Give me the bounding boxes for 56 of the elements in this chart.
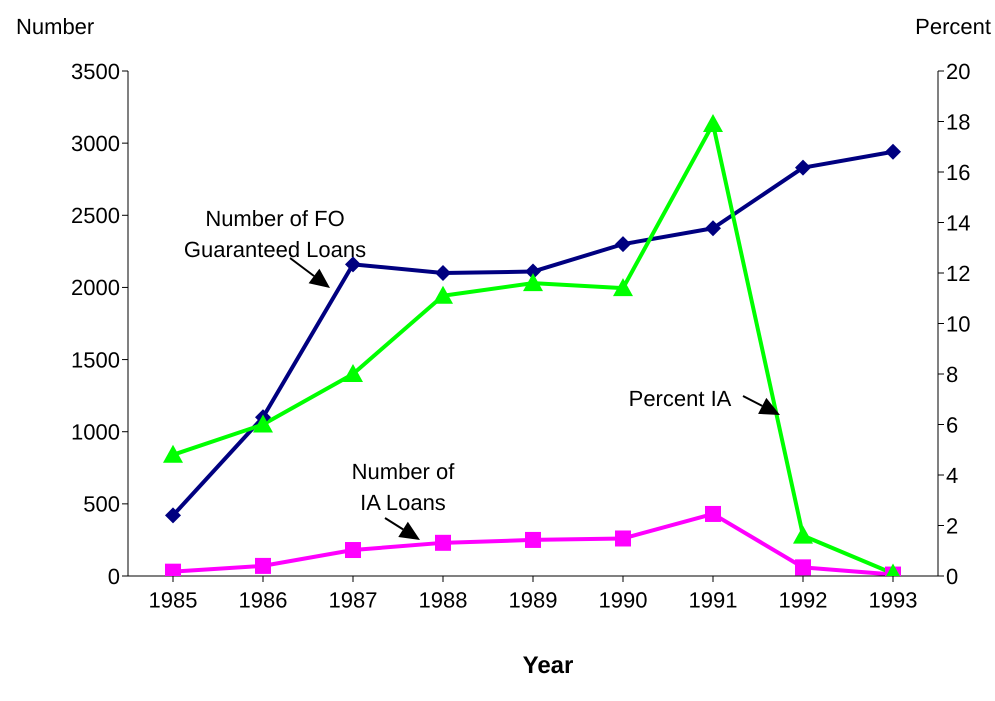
y2-tick-label: 2 xyxy=(946,513,958,538)
y2-axis-title: Percent xyxy=(915,14,991,40)
point xyxy=(345,542,361,558)
y-tick-label: 500 xyxy=(83,492,120,517)
y2-tick-label: 12 xyxy=(946,260,970,286)
point xyxy=(163,444,183,463)
x-tick-label: 1987 xyxy=(328,588,378,613)
y2-tick-label: 18 xyxy=(946,109,970,134)
x-tick-label: 1985 xyxy=(148,588,198,613)
point xyxy=(343,364,363,382)
y2-tick-label: 0 xyxy=(946,564,958,589)
y2-tick-label: 14 xyxy=(946,210,970,236)
series-label: Number of IA Loans xyxy=(350,458,456,517)
y-tick-label: 3000 xyxy=(71,130,120,156)
point xyxy=(433,286,453,304)
y2-tick-label: 16 xyxy=(946,160,970,185)
x-tick-label: 1992 xyxy=(778,588,828,613)
point xyxy=(703,114,723,132)
point xyxy=(255,558,271,574)
x-tick-label: 1988 xyxy=(418,588,468,613)
point xyxy=(525,532,541,548)
point xyxy=(253,414,273,432)
point xyxy=(705,220,721,236)
x-tick-label: 1993 xyxy=(868,588,918,613)
point xyxy=(615,236,631,252)
point xyxy=(435,265,451,281)
point xyxy=(615,530,631,546)
point xyxy=(165,507,181,524)
x-tick-label: 1990 xyxy=(598,588,648,613)
x-tick-label: 1986 xyxy=(238,588,288,613)
y2-tick-label: 8 xyxy=(946,362,958,387)
y2-tick-label: 6 xyxy=(946,412,958,438)
y2-tick-label: 4 xyxy=(946,462,958,488)
y-tick-label: 0 xyxy=(108,564,120,589)
point xyxy=(795,160,811,176)
y-tick-label: 3500 xyxy=(71,58,120,84)
x-axis-title: Year xyxy=(522,652,574,680)
point xyxy=(793,526,813,544)
point xyxy=(613,278,633,296)
y-tick-label: 1000 xyxy=(71,420,120,445)
y-axis-title: Number xyxy=(16,14,94,40)
y2-tick-label: 10 xyxy=(946,311,970,336)
point xyxy=(523,273,543,292)
point xyxy=(435,534,451,551)
x-tick-label: 1989 xyxy=(508,588,558,613)
point xyxy=(705,506,721,522)
y-tick-label: 2000 xyxy=(71,275,120,300)
point xyxy=(885,144,901,160)
point xyxy=(345,256,361,272)
y-tick-label: 1500 xyxy=(71,347,120,372)
y-tick-label: 2500 xyxy=(71,203,120,228)
series-label: Number of FO Guaranteed Loans xyxy=(182,205,368,264)
x-tick-label: 1991 xyxy=(688,588,738,613)
point xyxy=(795,559,811,576)
y2-tick-label: 20 xyxy=(946,58,970,84)
series-label: Percent IA xyxy=(628,385,732,413)
